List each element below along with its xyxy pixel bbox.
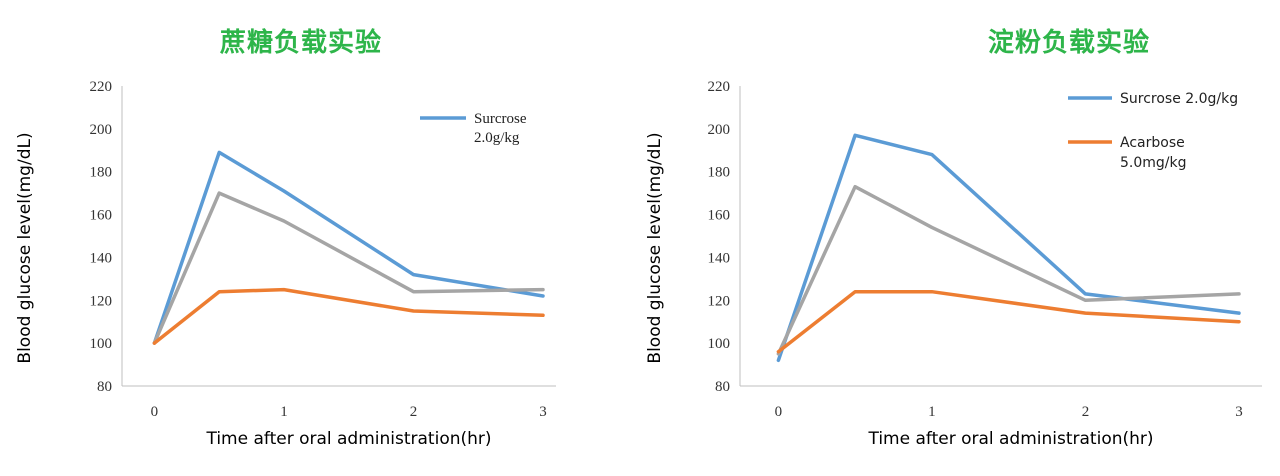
chart-1-x-tick-3: 3 [539,404,547,420]
chart-2-title: 淀粉负载实验 [988,28,1151,58]
chart-2-series-1-line [776,133,1241,363]
chart-1-y-tick-220: 220 [90,79,113,95]
chart-2-x-tick-2: 2 [1082,404,1090,420]
chart-2-series-2-line [776,184,1241,356]
chart-1-series-2-line [152,191,545,345]
chart-1-legend-label-1-2: 2.0g/kg [474,130,520,146]
chart-1-series-3-line [152,287,545,345]
chart-2-y-tick-140: 140 [708,250,731,266]
chart-1-y-tick-120: 120 [90,293,113,309]
chart-1-x-tick-2: 2 [410,404,418,420]
chart-1-y-tick-100: 100 [90,336,113,352]
chart-1-y-tick-80: 80 [97,379,112,395]
chart-2-x-tick-1: 1 [928,404,936,420]
chart-1-y-tick-140: 140 [90,250,113,266]
chart-2-y-tick-160: 160 [708,208,731,224]
chart-1-legend-label-1-1: Surcrose [474,111,527,127]
chart-2-x-axis-label: Time after oral administration(hr) [867,429,1153,449]
chart-2-legend-label-2-2: 5.0mg/kg [1120,155,1187,171]
chart-1-y-tick-200: 200 [90,122,113,138]
chart-2-y-tick-220: 220 [708,79,731,95]
chart-2-y-tick-200: 200 [708,122,731,138]
chart-2-y-tick-120: 120 [708,293,731,309]
chart-2-x-tick-0: 0 [775,404,783,420]
chart-1-y-axis-label: Blood glucose level(mg/dL) [15,132,35,363]
chart-2-legend-label-1-1: Surcrose 2.0g/kg [1120,91,1238,107]
chart-1-series-1-line [152,150,545,345]
chart-2-series-3-line [776,289,1241,354]
chart-1-y-tick-160: 160 [90,208,113,224]
chart-2-y-tick-100: 100 [708,336,731,352]
chart-1-x-axis-label: Time after oral administration(hr) [205,429,491,449]
chart-1-x-tick-0: 0 [151,404,159,420]
chart-1-title: 蔗糖负载实验 [220,28,383,58]
chart-1-y-tick-180: 180 [90,165,113,181]
chart-2-y-axis-label: Blood glucose level(mg/dL) [645,132,665,363]
chart-1-x-tick-1: 1 [280,404,288,420]
chart-2-y-tick-80: 80 [715,379,730,395]
chart-2-y-tick-180: 180 [708,165,731,181]
chart-2-x-tick-3: 3 [1235,404,1243,420]
chart-2-legend-label-2-1: Acarbose [1120,135,1185,151]
